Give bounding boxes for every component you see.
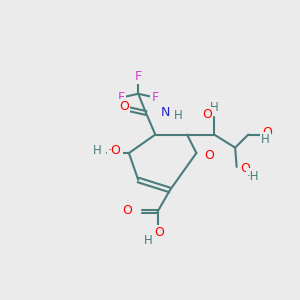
Text: H: H — [261, 134, 270, 146]
Text: O: O — [122, 203, 132, 217]
Text: H: H — [143, 233, 152, 247]
Text: O: O — [119, 100, 129, 113]
Text: ·O: ·O — [108, 144, 122, 157]
Text: O: O — [204, 149, 214, 162]
Text: O: O — [240, 162, 250, 175]
Text: F: F — [152, 91, 159, 104]
Text: H: H — [210, 101, 219, 114]
Text: O: O — [202, 108, 212, 121]
Text: N: N — [161, 106, 170, 119]
Text: F: F — [135, 70, 142, 83]
Text: ·H: ·H — [247, 169, 259, 183]
Text: O: O — [262, 126, 272, 139]
Text: O: O — [154, 226, 164, 239]
Text: F: F — [118, 91, 125, 104]
Text: H: H — [93, 144, 102, 157]
Text: H: H — [174, 109, 183, 122]
